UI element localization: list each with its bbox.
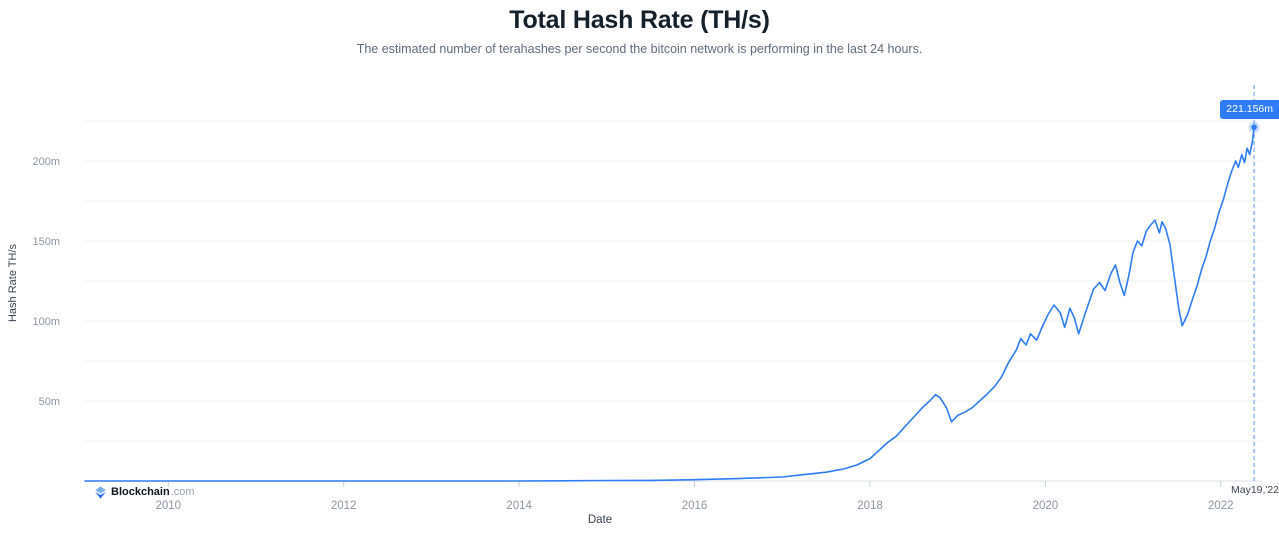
blockchain-logo-tld: .com <box>170 486 195 498</box>
crosshair-date-label: May19,'22 <box>1230 484 1279 496</box>
x-tick-label: 2010 <box>156 500 182 512</box>
chart-subtitle: The estimated number of terahashes per s… <box>356 42 923 56</box>
y-tick-label: 200m <box>32 156 60 168</box>
x-tick-label: 2012 <box>331 500 357 512</box>
x-tick-label: 2018 <box>857 500 883 512</box>
y-tick-label: 100m <box>32 316 60 328</box>
x-tick-label: 2022 <box>1208 500 1234 512</box>
y-tick-label: 150m <box>32 236 60 248</box>
tooltip-value-badge: 221.156m <box>1220 100 1279 119</box>
x-tick-label: 2016 <box>682 500 708 512</box>
x-axis-title: Date <box>587 514 613 526</box>
hash-rate-series-line <box>84 126 1255 482</box>
x-tick-label: 2020 <box>1033 500 1059 512</box>
y-axis-title: Hash Rate TH/s <box>7 243 19 323</box>
chart-title: Total Hash Rate (TH/s) <box>509 6 770 34</box>
blockchain-logo[interactable]: Blockchain .com <box>94 485 195 499</box>
blockchain-logo-name: Blockchain <box>111 486 170 498</box>
blockchain-logo-icon <box>94 485 107 499</box>
x-tick-label: 2014 <box>506 500 532 512</box>
last-point-marker <box>1251 124 1257 130</box>
y-tick-label: 50m <box>39 396 60 408</box>
